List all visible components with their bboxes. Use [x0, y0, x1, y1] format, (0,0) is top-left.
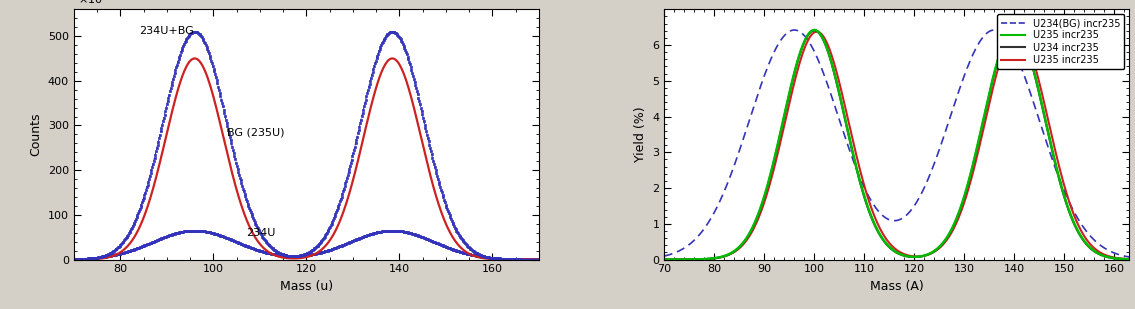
Y-axis label: Counts: Counts — [30, 113, 42, 156]
Y-axis label: Yield (%): Yield (%) — [633, 107, 647, 162]
X-axis label: Mass (A): Mass (A) — [869, 280, 924, 293]
Text: 234U: 234U — [246, 228, 275, 238]
Legend: U234(BG) incr235, U235 incr235, U234 incr235, U235 incr235: U234(BG) incr235, U235 incr235, U234 inc… — [998, 14, 1125, 69]
Text: $\times10^{5}$: $\times10^{5}$ — [78, 0, 108, 7]
X-axis label: Mass (u): Mass (u) — [279, 280, 333, 293]
Text: BG (235U): BG (235U) — [227, 127, 285, 137]
Text: 234U+BG: 234U+BG — [138, 26, 194, 36]
